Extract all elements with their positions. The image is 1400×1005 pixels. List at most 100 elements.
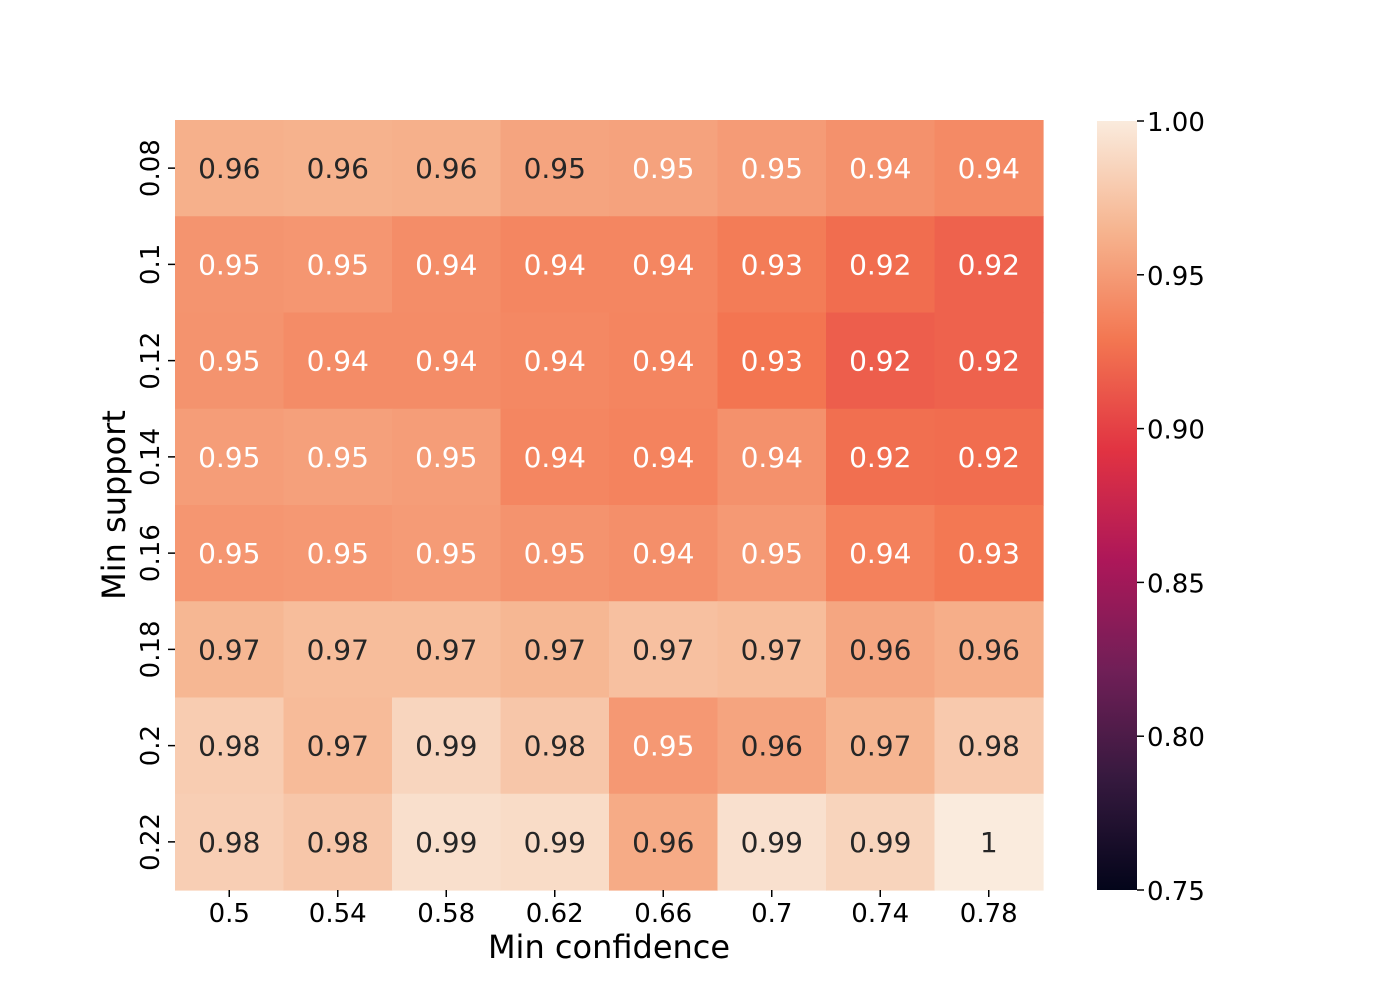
colorbar: 0.75 0.80 0.85 0.90 0.95 1.00 (1097, 108, 1205, 907)
heatmap-cell (392, 312, 502, 410)
heatmap-cell (717, 312, 827, 410)
heatmap-cell (717, 408, 827, 506)
x-tick-label: 0.54 (309, 899, 367, 929)
heatmap-cell (609, 697, 719, 795)
colorbar-ticks: 0.75 0.80 0.85 0.90 0.95 1.00 (1137, 108, 1205, 907)
heatmap-cell (826, 505, 936, 602)
heatmap-cell (283, 505, 393, 602)
heatmap-cell (609, 120, 719, 217)
colorbar-tick-label: 0.75 (1147, 877, 1205, 907)
cell-annotation: 0.98 (958, 730, 1020, 763)
colorbar-tick-label: 0.85 (1147, 569, 1205, 599)
x-tick-label: 0.66 (634, 899, 692, 929)
heatmap-cell (826, 120, 936, 217)
cell-annotation: 0.98 (198, 730, 260, 763)
heatmap-cell (934, 601, 1044, 699)
cell-annotation: 0.94 (632, 248, 694, 281)
cell-annotation: 0.92 (958, 345, 1020, 378)
cell-annotation: 0.95 (524, 537, 586, 570)
heatmap-cell (934, 120, 1044, 217)
y-tick-label: 0.12 (136, 332, 166, 390)
cell-annotation: 0.96 (958, 633, 1020, 666)
x-tick-label: 0.5 (209, 899, 250, 929)
cell-annotation: 0.97 (307, 633, 369, 666)
cell-annotation: 0.95 (198, 345, 260, 378)
cell-annotation: 0.95 (198, 248, 260, 281)
cell-annotation: 0.94 (524, 345, 586, 378)
cell-annotation: 0.97 (524, 633, 586, 666)
heatmap-cell (392, 216, 502, 314)
cell-annotation: 0.98 (307, 826, 369, 859)
heatmap-cell (283, 601, 393, 699)
cell-annotation: 0.97 (741, 633, 803, 666)
cell-annotation: 0.99 (741, 826, 803, 859)
heatmap-cell (392, 793, 502, 891)
y-tick-label: 0.1 (136, 244, 166, 285)
cell-annotation: 0.94 (632, 537, 694, 570)
heatmap-cell (175, 120, 285, 217)
heatmap-cell (934, 216, 1044, 314)
heatmap-cell (934, 312, 1044, 410)
heatmap-cell (392, 505, 502, 602)
cell-annotation: 0.95 (632, 152, 694, 185)
y-tick-label: 0.18 (136, 620, 166, 678)
cell-annotation: 0.94 (849, 537, 911, 570)
heatmap-cell (392, 408, 502, 506)
cell-annotation: 1 (980, 826, 998, 859)
heatmap-cells (175, 120, 1044, 891)
x-axis-label: Min confidence (488, 928, 730, 966)
heatmap-cell (826, 216, 936, 314)
cell-annotation: 0.97 (849, 730, 911, 763)
cell-annotation: 0.94 (632, 441, 694, 474)
colorbar-tick-label: 0.95 (1147, 262, 1205, 292)
y-tick-label: 0.22 (136, 813, 166, 871)
heatmap-cell (500, 216, 610, 314)
y-axis-label: Min support (95, 410, 133, 600)
cell-annotations: 0.96 0.96 0.96 0.95 0.95 0.95 0.94 0.94 0.95 0.95… (198, 152, 1020, 859)
y-tick-label: 0.2 (136, 725, 166, 766)
cell-annotation: 0.92 (849, 441, 911, 474)
cell-annotation: 0.94 (307, 345, 369, 378)
cell-annotation: 0.98 (524, 730, 586, 763)
colorbar-gradient (1097, 121, 1137, 890)
cell-annotation: 0.95 (415, 537, 477, 570)
cell-annotation: 0.95 (415, 441, 477, 474)
heatmap-cell (283, 408, 393, 506)
heatmap-cell (609, 312, 719, 410)
cell-annotation: 0.99 (415, 730, 477, 763)
heatmap-cell (826, 793, 936, 891)
heatmap-cell (175, 408, 285, 506)
y-tick-label: 0.08 (136, 139, 166, 197)
heatmap-cell (500, 408, 610, 506)
x-tick-label: 0.74 (851, 899, 909, 929)
cell-annotation: 0.96 (741, 730, 803, 763)
cell-annotation: 0.95 (198, 537, 260, 570)
cell-annotation: 0.96 (632, 826, 694, 859)
y-axis: 0.08 0.1 0.12 0.14 0.16 0.18 0.2 0.22 (136, 139, 175, 871)
cell-annotation: 0.94 (415, 248, 477, 281)
heatmap-cell (717, 697, 827, 795)
heatmap-cell (283, 120, 393, 217)
cell-annotation: 0.92 (849, 248, 911, 281)
heatmap-cell (609, 408, 719, 506)
cell-annotation: 0.98 (198, 826, 260, 859)
cell-annotation: 0.94 (741, 441, 803, 474)
heatmap-cell (934, 505, 1044, 602)
heatmap-cell (175, 216, 285, 314)
heatmap-cell (717, 120, 827, 217)
cell-annotation: 0.95 (307, 441, 369, 474)
cell-annotation: 0.97 (632, 633, 694, 666)
cell-annotation: 0.95 (524, 152, 586, 185)
y-tick-label: 0.14 (136, 428, 166, 486)
heatmap-cell (392, 120, 502, 217)
heatmap-cell (175, 793, 285, 891)
x-tick-label: 0.62 (526, 899, 584, 929)
y-tick-label: 0.16 (136, 524, 166, 582)
heatmap-cell (175, 312, 285, 410)
heatmap-cell (175, 601, 285, 699)
cell-annotation: 0.92 (958, 248, 1020, 281)
cell-annotation: 0.93 (741, 248, 803, 281)
cell-annotation: 0.95 (741, 152, 803, 185)
